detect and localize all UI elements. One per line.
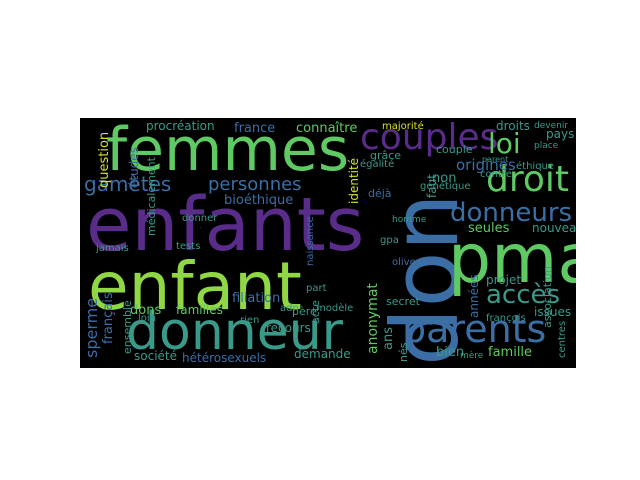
word-egalite: égalité	[360, 159, 395, 170]
word-anonymat: anonymat	[365, 283, 381, 354]
word-femmes: femmes	[106, 118, 350, 185]
word-olivennes: olivennes	[392, 257, 440, 268]
word-projet: projet	[486, 273, 522, 287]
word-heterosexuels: hétérosexuels	[182, 351, 267, 365]
word-parent: parent	[482, 155, 509, 164]
word-francais: français	[101, 292, 116, 344]
word-part: part	[306, 283, 327, 294]
word-donner: donner	[182, 213, 218, 224]
word-loi: loi	[488, 127, 521, 160]
word-couples: couples	[360, 118, 499, 158]
word-pma: pma	[448, 220, 576, 299]
word-pays: pays	[546, 127, 575, 141]
word-donneurs: donneurs	[450, 198, 573, 228]
word-place: place	[534, 141, 559, 151]
word-parents: parents	[402, 307, 547, 351]
word-cloud: femmes enfants enfant donneur don pma pa…	[80, 118, 576, 368]
word-ethique: éthique	[516, 161, 555, 172]
word-acte: acte	[309, 300, 322, 324]
word-droit: droit	[486, 159, 570, 200]
word-bien: bien	[436, 345, 465, 360]
word-faut: faut	[425, 174, 439, 198]
word-rien: rien	[240, 315, 260, 326]
word-mere: mère	[460, 351, 484, 361]
word-acces: accès	[486, 280, 561, 310]
word-personnes: personnes	[208, 174, 302, 195]
word-gametes: gamètes	[84, 172, 172, 196]
word-ensemble: ensemble	[121, 300, 134, 354]
word-majorite: majorité	[382, 121, 424, 132]
word-medicalement: médicalement	[145, 157, 158, 236]
word-association: association	[541, 266, 554, 328]
word-loin: loin	[138, 313, 157, 324]
word-pere: père	[292, 305, 317, 318]
word-question: question	[97, 131, 112, 188]
word-ans: ans	[381, 327, 396, 350]
word-france: france	[234, 121, 276, 136]
word-dons: dons	[130, 303, 162, 318]
word-seules: seules	[468, 221, 510, 236]
word-identite: identité	[347, 157, 361, 204]
word-centres: centres	[557, 320, 568, 358]
filler-word: ·	[200, 225, 202, 231]
word-enfant: enfant	[88, 248, 302, 325]
word-filiation: filiation	[232, 291, 281, 306]
word-droits: droits	[496, 119, 530, 133]
word-grace: grâce	[370, 149, 402, 162]
word-famille: famille	[488, 345, 533, 360]
word-familles: familles	[176, 303, 223, 317]
word-deja: déjà	[368, 187, 392, 200]
word-annees: années	[467, 274, 481, 318]
word-non: non	[432, 171, 457, 186]
word-connaitre: connaître	[296, 121, 358, 136]
word-naissance: naissance	[305, 216, 316, 266]
word-donneur: donneur	[126, 302, 344, 362]
word-couple: couple	[436, 143, 473, 156]
word-recours: recours	[266, 321, 311, 335]
word-societe: société	[134, 349, 177, 363]
word-sperme: sperme	[82, 297, 101, 358]
word-secret: secret	[386, 295, 420, 308]
word-jamais: jamais	[96, 243, 129, 254]
word-genetique: génétique	[420, 181, 471, 192]
word-adn: adn	[280, 303, 299, 314]
word-francois: françois	[486, 313, 526, 324]
word-devenir: devenir	[534, 121, 569, 131]
word-bioethique: bioéthique	[224, 193, 294, 208]
word-demande: demande	[294, 347, 351, 361]
word-origines: origines	[456, 156, 516, 174]
word-homme: homme	[392, 215, 427, 225]
word-gpa: gpa	[380, 235, 399, 246]
word-issues: issues	[534, 305, 572, 319]
word-modele: modèle	[316, 303, 354, 314]
word-contre: contre	[480, 169, 512, 180]
word-nes: nés	[397, 342, 410, 362]
word-tests: tests	[176, 241, 201, 252]
word-enfants: enfants	[86, 182, 365, 268]
word-nouveau: nouveau	[532, 221, 576, 235]
word-etudes: études	[127, 147, 141, 188]
word-procreation: procréation	[146, 119, 215, 133]
